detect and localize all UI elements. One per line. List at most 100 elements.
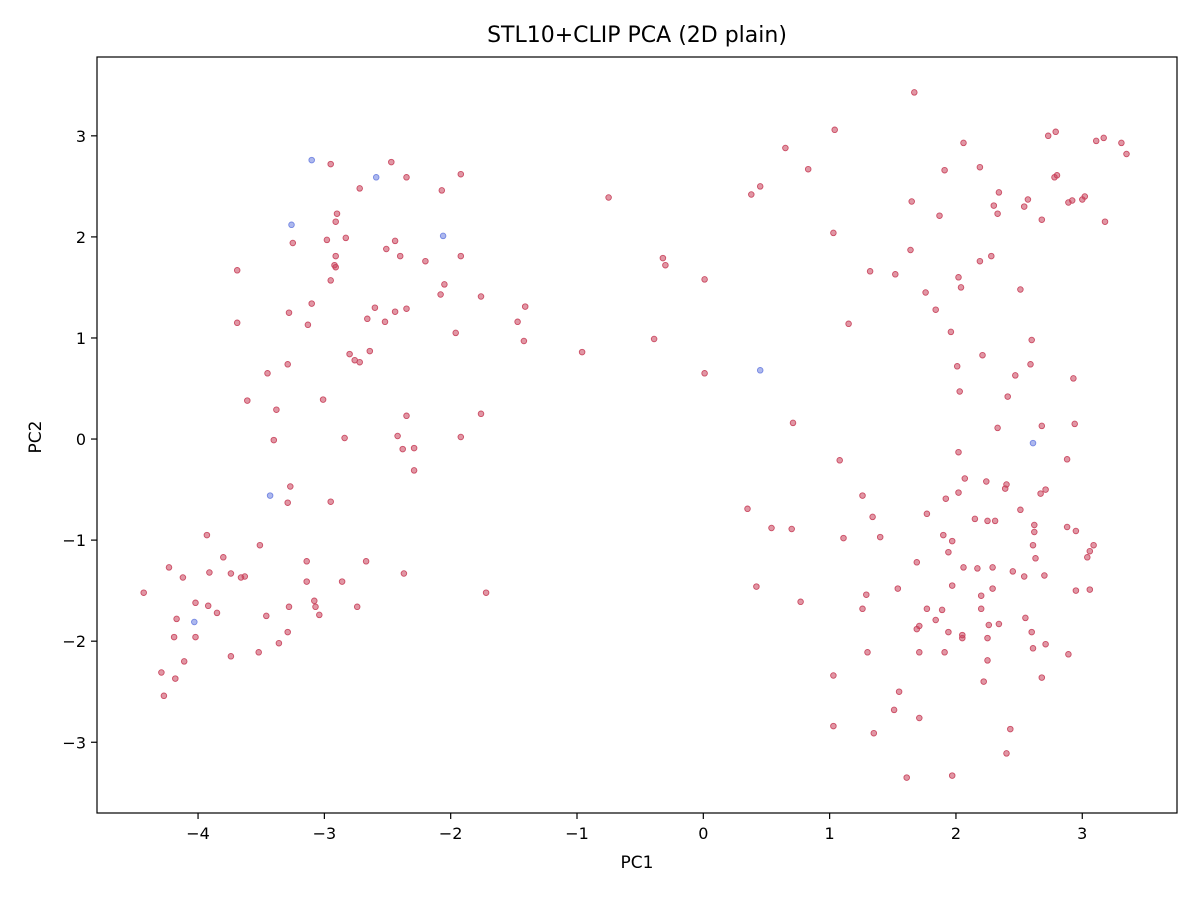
data-point	[895, 688, 903, 695]
data-point	[388, 158, 395, 166]
data-point	[1081, 193, 1089, 200]
data-point	[227, 653, 235, 660]
data-point	[381, 318, 389, 326]
data-point	[477, 410, 485, 418]
data-point	[457, 170, 465, 178]
data-point	[1051, 174, 1058, 181]
data-point	[332, 263, 339, 271]
data-point	[1123, 150, 1130, 158]
data-point	[312, 603, 319, 611]
data-point	[979, 351, 986, 359]
data-point	[977, 605, 985, 613]
data-point	[452, 329, 459, 337]
data-point	[284, 361, 291, 368]
x-axis-label: PC1	[621, 853, 654, 873]
data-point	[989, 564, 996, 571]
data-point	[960, 564, 967, 571]
data-point	[341, 434, 348, 442]
data-point	[971, 515, 979, 523]
data-point	[256, 541, 264, 549]
data-point	[830, 229, 837, 237]
data-point	[1071, 420, 1078, 428]
data-point	[945, 628, 952, 636]
data-point	[869, 513, 876, 521]
data-point	[908, 198, 915, 205]
x-tick-label: 2	[951, 824, 961, 843]
data-point	[477, 293, 485, 300]
data-point	[948, 772, 956, 779]
data-point	[520, 337, 528, 345]
data-point	[942, 495, 950, 502]
data-point	[876, 533, 884, 541]
data-point	[744, 505, 751, 513]
data-point	[213, 609, 221, 617]
y-tick-label: −2	[62, 632, 86, 651]
data-point	[756, 183, 764, 190]
data-point	[788, 525, 795, 533]
data-point	[422, 257, 429, 265]
data-point	[303, 578, 310, 585]
data-point	[1090, 541, 1097, 549]
data-point	[192, 633, 199, 641]
data-point	[984, 517, 991, 525]
data-point	[789, 419, 797, 427]
data-point	[578, 348, 586, 356]
data-point	[983, 478, 990, 485]
x-tick-label: −1	[565, 824, 589, 843]
data-point	[894, 585, 902, 592]
data-point	[662, 261, 669, 269]
y-tick-label: 3	[76, 127, 86, 146]
data-point	[346, 350, 353, 358]
data-point	[984, 634, 991, 642]
data-point	[948, 537, 956, 545]
data-point	[173, 615, 180, 623]
data-point	[521, 303, 529, 310]
data-point	[356, 358, 363, 366]
x-tick-label: −3	[313, 824, 337, 843]
data-point	[913, 559, 921, 566]
data-point	[353, 603, 361, 611]
data-point	[976, 257, 984, 265]
data-point	[264, 370, 271, 377]
data-point	[748, 191, 755, 198]
data-point	[1042, 486, 1049, 493]
data-point	[1072, 527, 1080, 535]
data-point	[916, 714, 923, 722]
data-point	[956, 388, 963, 395]
data-point	[203, 531, 211, 539]
data-point	[932, 306, 939, 313]
data-point	[332, 218, 339, 225]
data-point	[372, 174, 380, 181]
data-point	[165, 564, 173, 571]
data-point	[922, 289, 929, 296]
data-point	[1029, 439, 1037, 447]
data-point	[923, 510, 931, 518]
data-point	[840, 534, 847, 542]
data-point	[308, 300, 315, 307]
data-point	[1068, 197, 1076, 204]
data-point	[890, 706, 898, 714]
data-point	[1072, 587, 1080, 594]
plot-frame	[96, 56, 1178, 814]
data-point	[1004, 393, 1011, 400]
data-point	[701, 370, 708, 377]
data-point	[327, 160, 334, 168]
data-point	[1092, 137, 1100, 145]
data-point	[941, 649, 948, 656]
data-point	[1070, 375, 1077, 382]
y-tick-label: 2	[76, 228, 86, 247]
data-point	[1020, 573, 1028, 580]
data-point	[482, 589, 490, 596]
data-point	[366, 347, 374, 355]
data-point	[316, 611, 323, 619]
data-point	[913, 625, 921, 633]
data-point	[439, 232, 447, 240]
data-point	[955, 274, 962, 281]
data-point	[1032, 555, 1039, 562]
data-point	[191, 618, 198, 626]
data-point	[804, 165, 812, 173]
data-point	[1038, 422, 1046, 430]
data-point	[179, 574, 187, 581]
data-point	[1063, 456, 1071, 463]
data-point	[955, 448, 962, 456]
